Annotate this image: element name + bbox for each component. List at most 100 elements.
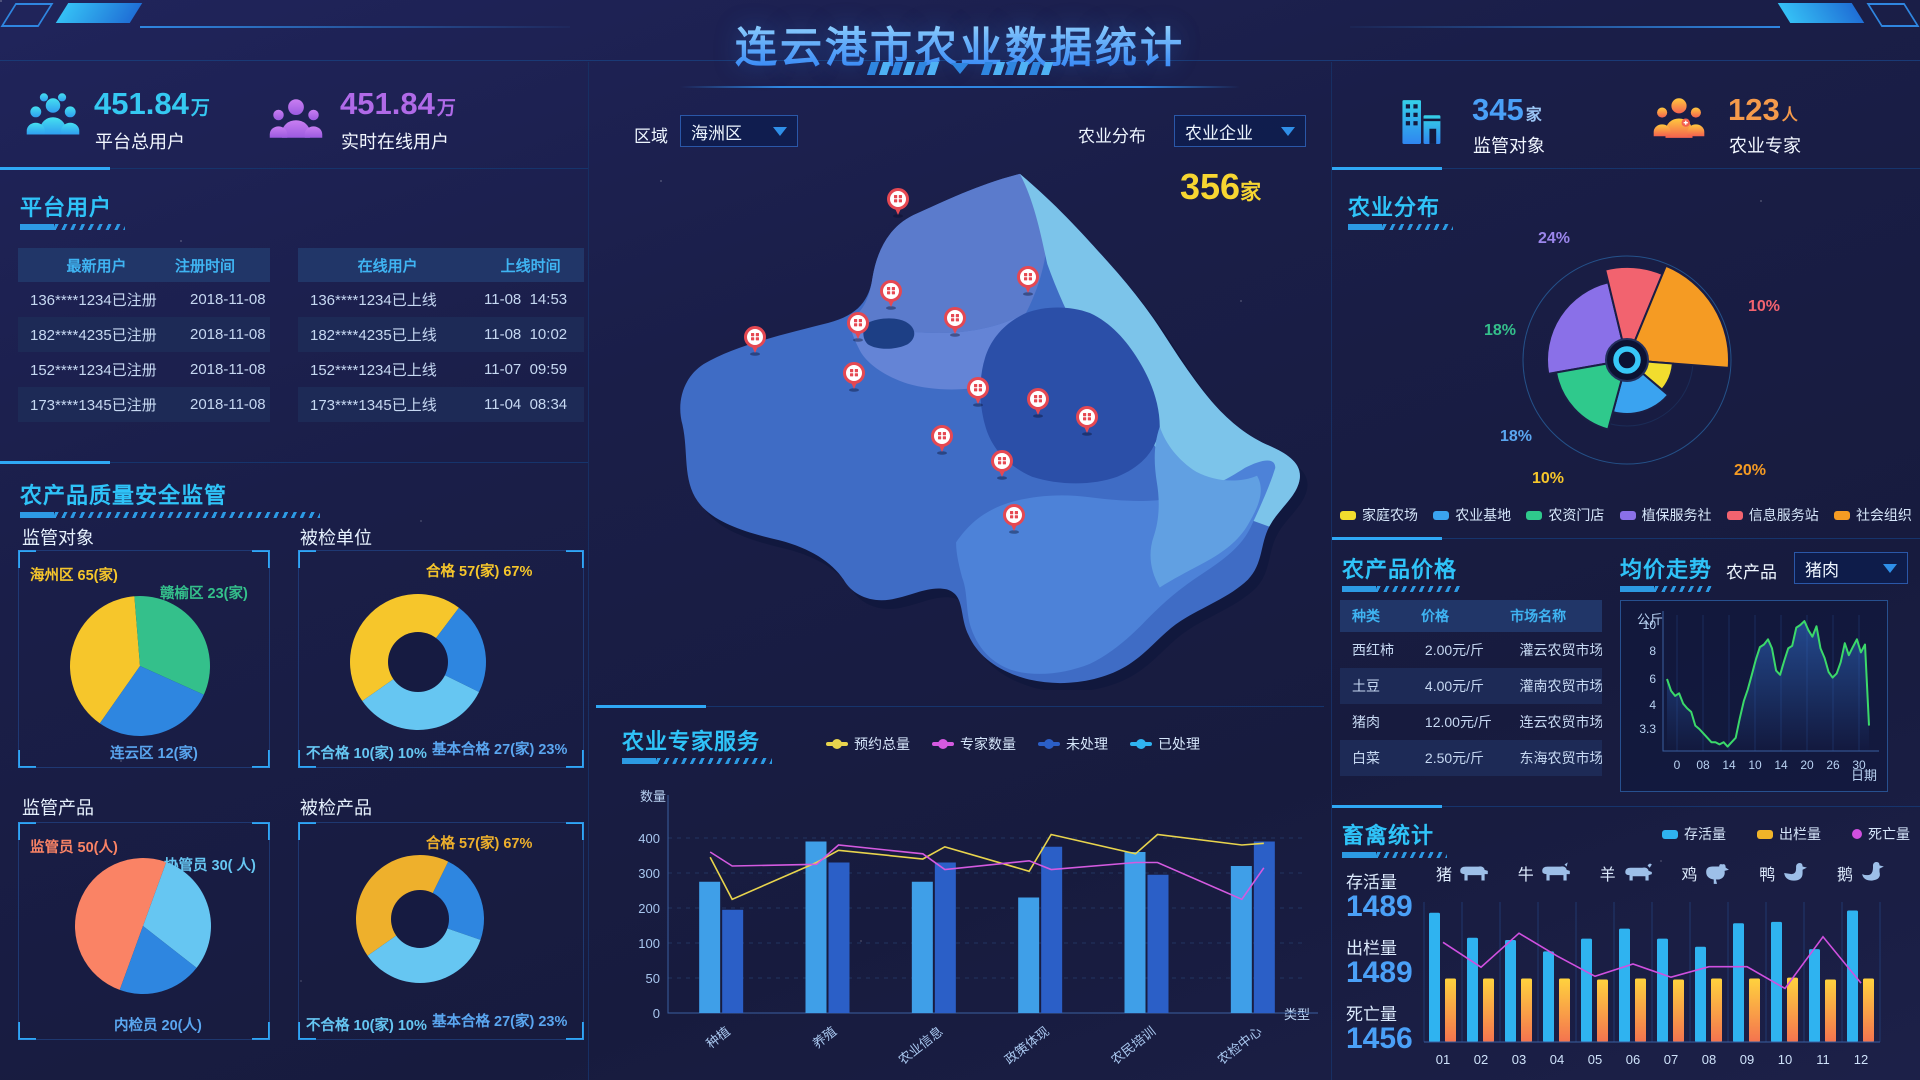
svg-text:100: 100 [638, 936, 660, 951]
svg-text:01: 01 [1436, 1052, 1450, 1067]
svg-text:0: 0 [653, 1006, 660, 1021]
pie-label: 协管员 30( 人) [164, 858, 256, 874]
experts-icon [1653, 98, 1705, 138]
svg-text:8: 8 [1649, 644, 1656, 658]
svg-text:农业信息: 农业信息 [895, 1024, 945, 1068]
legend-item-pending[interactable]: 未处理 [1038, 734, 1108, 754]
livestock-section-title: 畜禽统计 [1342, 823, 1435, 848]
column-header: 上线时间 [500, 257, 561, 275]
legend-item-alive[interactable]: 存活量 [1662, 824, 1726, 844]
animal-chicken: 鸡 [1681, 860, 1732, 886]
svg-text:12: 12 [1854, 1052, 1868, 1067]
duck-icon [1784, 863, 1808, 881]
legend-item-agri-store[interactable]: 农资门店 [1526, 505, 1604, 525]
map-pin[interactable] [1027, 388, 1049, 418]
map-pin[interactable] [931, 425, 953, 455]
svg-text:政策体现: 政策体现 [1002, 1024, 1052, 1068]
product-select[interactable]: 猪肉 [1794, 552, 1908, 584]
region-select[interactable]: 海洲区 [680, 115, 798, 147]
y-axis-label: 数量 [640, 789, 667, 804]
table-row: 152****1234已上线 11-07 09:59 [310, 361, 568, 379]
map-pin[interactable] [1003, 504, 1025, 534]
livestock-chart: 01 02 03 04 05 06 07 08 09 10 11 12 [1423, 902, 1881, 1067]
map-pin[interactable] [847, 312, 869, 342]
header-line [140, 26, 570, 28]
left-panel: 451.84 万 平台总用户 451.84 万 实时在线用户 平台用户 最新用户 注… [0, 0, 588, 1080]
svg-text:05: 05 [1588, 1052, 1602, 1067]
online-table: 在线用户 上线时间 136****1234已上线 11-08 14:53 182*… [298, 248, 584, 422]
price-trend-svg: 0 08 14 10 14 20 26 30 10 8 6 4 3.3 [1639, 611, 1879, 772]
map-pin[interactable] [1076, 406, 1098, 436]
legend-item-info-station[interactable]: 信息服务站 [1726, 505, 1819, 525]
pie-label: 赣榆区 23(家) [160, 586, 248, 602]
column-header: 在线用户 [357, 257, 418, 275]
chicken-icon [1706, 864, 1730, 884]
svg-text:08: 08 [1702, 1052, 1716, 1067]
legend-item-agri-base[interactable]: 农业基地 [1433, 505, 1511, 525]
price-trend-chart: 公斤 日期 0 08 14 10 14 20 26 30 10 8 6 4 3.3 [1620, 600, 1888, 792]
svg-text:11: 11 [1816, 1052, 1830, 1067]
map-pin[interactable] [991, 450, 1013, 480]
pie-label: 合格 57(家) 67% [426, 564, 533, 580]
supervised-label: 监管对象 [1473, 136, 1545, 156]
svg-text:300: 300 [638, 866, 660, 881]
chevron-down-icon [773, 126, 787, 136]
map-pin[interactable] [843, 362, 865, 392]
pct-label: 10% [1532, 470, 1565, 487]
animal-goat: 羊 [1600, 860, 1655, 886]
title-decoration [1342, 852, 1447, 858]
legend-item-processed[interactable]: 已处理 [1130, 734, 1200, 754]
pie-label: 不合格 10(家) 10% [306, 1018, 427, 1034]
trend-section-title: 均价走势 [1620, 557, 1713, 582]
title-decoration [20, 512, 320, 518]
header-emblem [866, 62, 1054, 75]
right-panel: 345 家 监管对象 123 人 农业专家 农业分布 24% 10% 20% 10%… [1332, 0, 1920, 1080]
price-section-title: 农产品价格 [1342, 557, 1458, 582]
x-axis-label: 类型 [1284, 1007, 1311, 1022]
pie-label: 不合格 10(家) 10% [306, 746, 427, 762]
register-table-header: 最新用户 注册时间 [18, 248, 270, 282]
map-pin[interactable] [880, 280, 902, 310]
map-pin[interactable] [967, 377, 989, 407]
legend-item-slaughtered[interactable]: 出栏量 [1757, 824, 1821, 844]
legend-item-social-org[interactable]: 社会组织 [1833, 505, 1912, 525]
map-pin[interactable] [1017, 266, 1039, 296]
center-panel: 区域 海洲区 农业分布 农业企业 356家 农业专家服务 预约总量 专家数量 未… [588, 0, 1332, 1080]
price-table: 种类 价格 市场名称 西红柿 2.00元/斤 灌云农贸市场 土豆 4.00元/斤 灌南农… [1340, 600, 1602, 776]
legend-item-dead[interactable]: 死亡量 [1852, 824, 1910, 844]
map-pin[interactable] [944, 307, 966, 337]
right-divider [1331, 62, 1332, 1080]
donut-chart [350, 594, 486, 730]
slaughtered-label: 出栏量 [1346, 939, 1397, 958]
agri-dist-legend: 家庭农场 农业基地 农资门店 植保服务社 信息服务站 社会组织 [1340, 505, 1912, 525]
star-decoration [0, 0, 2, 2]
title-decoration [1342, 586, 1462, 592]
enterprise-count: 356家 [1180, 166, 1262, 207]
pct-label: 18% [1500, 428, 1533, 445]
legend-item-plant-service[interactable]: 植保服务社 [1619, 505, 1712, 525]
experts-count: 123 人 [1728, 92, 1798, 127]
map-pin[interactable] [744, 326, 766, 356]
supervised-count: 345 家 [1472, 92, 1542, 127]
svg-text:10: 10 [1748, 758, 1762, 772]
svg-text:14: 14 [1722, 758, 1736, 772]
goat-icon [1624, 863, 1652, 881]
building-icon [1402, 100, 1441, 144]
svg-text:14: 14 [1774, 758, 1788, 772]
title-decoration [1348, 224, 1453, 230]
pie-label: 连云区 12(家) [110, 746, 198, 762]
map-pin[interactable] [887, 188, 909, 218]
distribution-label: 农业分布 [1078, 127, 1146, 146]
distribution-select[interactable]: 农业企业 [1174, 115, 1306, 147]
legend-item-reservations[interactable]: 预约总量 [826, 734, 910, 754]
animal-duck: 鸭 [1759, 860, 1810, 886]
checked-products-title: 被检产品 [300, 798, 372, 818]
total-users-value: 451.84 万 [94, 86, 210, 121]
svg-text:30: 30 [1852, 758, 1866, 772]
table-row: 西红柿 2.00元/斤 灌云农贸市场 [1352, 642, 1603, 658]
title-underline [680, 86, 1240, 88]
legend-item-family-farm[interactable]: 家庭农场 [1340, 505, 1418, 525]
legend-item-experts[interactable]: 专家数量 [932, 734, 1016, 754]
pct-label: 20% [1734, 462, 1767, 479]
